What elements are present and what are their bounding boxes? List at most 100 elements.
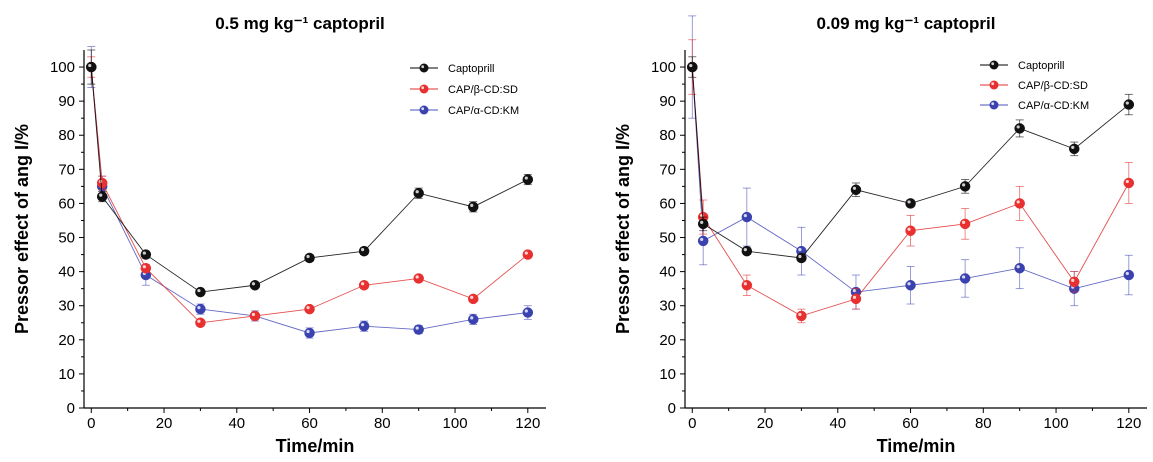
legend-label: CAP/β-CD:SD: [1018, 80, 1088, 92]
x-tick-label: 40: [829, 415, 846, 432]
data-point-highlight: [415, 190, 419, 194]
y-tick-label: 0: [668, 400, 676, 417]
data-point: [140, 249, 152, 260]
data-point-highlight: [852, 288, 857, 293]
data-point-highlight: [700, 220, 704, 224]
data-point: [249, 280, 261, 291]
data-point-highlight: [197, 306, 201, 310]
data-point-highlight: [361, 282, 365, 286]
y-tick-label: 40: [58, 264, 75, 281]
data-point-highlight: [415, 275, 419, 279]
data-point: [140, 262, 152, 274]
data-point: [467, 201, 479, 213]
data-point-highlight: [1071, 145, 1075, 149]
data-point-highlight: [907, 227, 911, 231]
x-tick-label: 100: [1044, 415, 1069, 432]
data-point: [697, 235, 709, 247]
x-tick-label: 80: [374, 415, 391, 432]
data-point-highlight: [1071, 278, 1075, 282]
data-point: [467, 293, 479, 305]
y-tick-label: 50: [659, 230, 676, 247]
x-tick-label: 120: [515, 415, 540, 432]
data-point-highlight: [361, 248, 365, 252]
data-point-highlight: [1016, 125, 1020, 129]
x-tick-label: 40: [228, 415, 245, 432]
data-point-highlight: [470, 316, 474, 320]
data-point: [249, 310, 261, 322]
data-point: [959, 218, 971, 230]
x-tick-label: 20: [156, 415, 173, 432]
chart-panel-left: 0.5 mg kg⁻¹ captopril 0 20 40 60 80 100 120 0 10 2…: [12, 14, 546, 456]
y-tick-label: 70: [58, 161, 75, 178]
series-line: [691, 67, 1130, 259]
x-tick-label: 0: [688, 415, 696, 432]
y-tick-label: 10: [58, 366, 75, 383]
chart-title: 0.5 mg kg⁻¹ captopril: [215, 14, 385, 33]
legend-marker-highlight: [421, 65, 425, 69]
y-tick-label: 70: [659, 161, 676, 178]
data-point: [413, 273, 424, 284]
data-point-highlight: [962, 275, 966, 279]
data-point: [1123, 177, 1135, 189]
y-tick-label: 50: [58, 230, 75, 247]
x-tick-label: 120: [1116, 415, 1141, 432]
y-tick-label: 80: [58, 127, 75, 144]
data-point: [1014, 262, 1025, 274]
legend-marker-highlight: [421, 86, 425, 90]
data-point: [413, 324, 424, 335]
data-point: [959, 273, 971, 284]
data-point-highlight: [798, 254, 802, 259]
x-tick-label: 60: [301, 415, 318, 432]
y-tick-label: 0: [67, 400, 75, 417]
data-point-highlight: [306, 329, 310, 334]
data-point-highlight: [142, 265, 146, 269]
data-point: [195, 317, 206, 329]
data-point-highlight: [470, 295, 474, 299]
data-point-highlight: [1016, 200, 1020, 204]
data-point: [304, 327, 315, 339]
data-point: [467, 314, 479, 325]
data-point-highlight: [689, 63, 693, 68]
data-point-highlight: [1016, 265, 1020, 269]
x-tick-label: 100: [443, 415, 468, 432]
legend-marker-highlight: [991, 102, 995, 106]
data-point: [796, 310, 807, 322]
data-point-highlight: [306, 306, 310, 310]
data-point: [850, 293, 862, 305]
data-point-highlight: [1125, 179, 1129, 184]
data-point: [1068, 143, 1080, 155]
legend-marker-highlight: [991, 82, 995, 86]
y-tick-label: 10: [659, 366, 676, 383]
chart-panel-right: 0.09 mg kg⁻¹ captopril 0 20 40 60 80 100 120 0 10…: [613, 14, 1147, 456]
y-axis-label: Pressor effect of ang I/%: [613, 124, 633, 334]
data-point: [96, 191, 108, 202]
data-point-highlight: [524, 309, 528, 313]
data-point-highlight: [524, 176, 528, 180]
data-point-highlight: [197, 288, 201, 293]
data-point: [959, 181, 971, 192]
data-point-highlight: [251, 312, 256, 317]
y-tick-label: 80: [659, 127, 676, 144]
data-point: [697, 218, 709, 230]
y-tick-label: 40: [659, 264, 676, 281]
data-point-highlight: [524, 251, 528, 255]
legend-marker: [989, 60, 999, 70]
data-point: [1014, 123, 1025, 134]
series-line: [90, 67, 529, 293]
y-axis-label: Pressor effect of ang I/%: [12, 124, 32, 334]
x-tick-label: 60: [902, 415, 919, 432]
data-point: [522, 307, 534, 318]
y-tick-label: 90: [58, 93, 75, 110]
legend-label: CAP/α-CD:KM: [1018, 100, 1089, 112]
data-point: [905, 280, 916, 291]
legend-label: CAP/α-CD:KM: [448, 105, 519, 117]
data-point: [741, 211, 753, 223]
data-point-highlight: [415, 326, 419, 330]
data-point-highlight: [1125, 101, 1129, 105]
data-point: [741, 280, 753, 291]
data-point: [195, 286, 206, 298]
data-point: [522, 249, 534, 260]
x-tick-label: 80: [975, 415, 992, 432]
x-axis-label: Time/min: [877, 436, 956, 456]
data-point: [1123, 99, 1135, 110]
